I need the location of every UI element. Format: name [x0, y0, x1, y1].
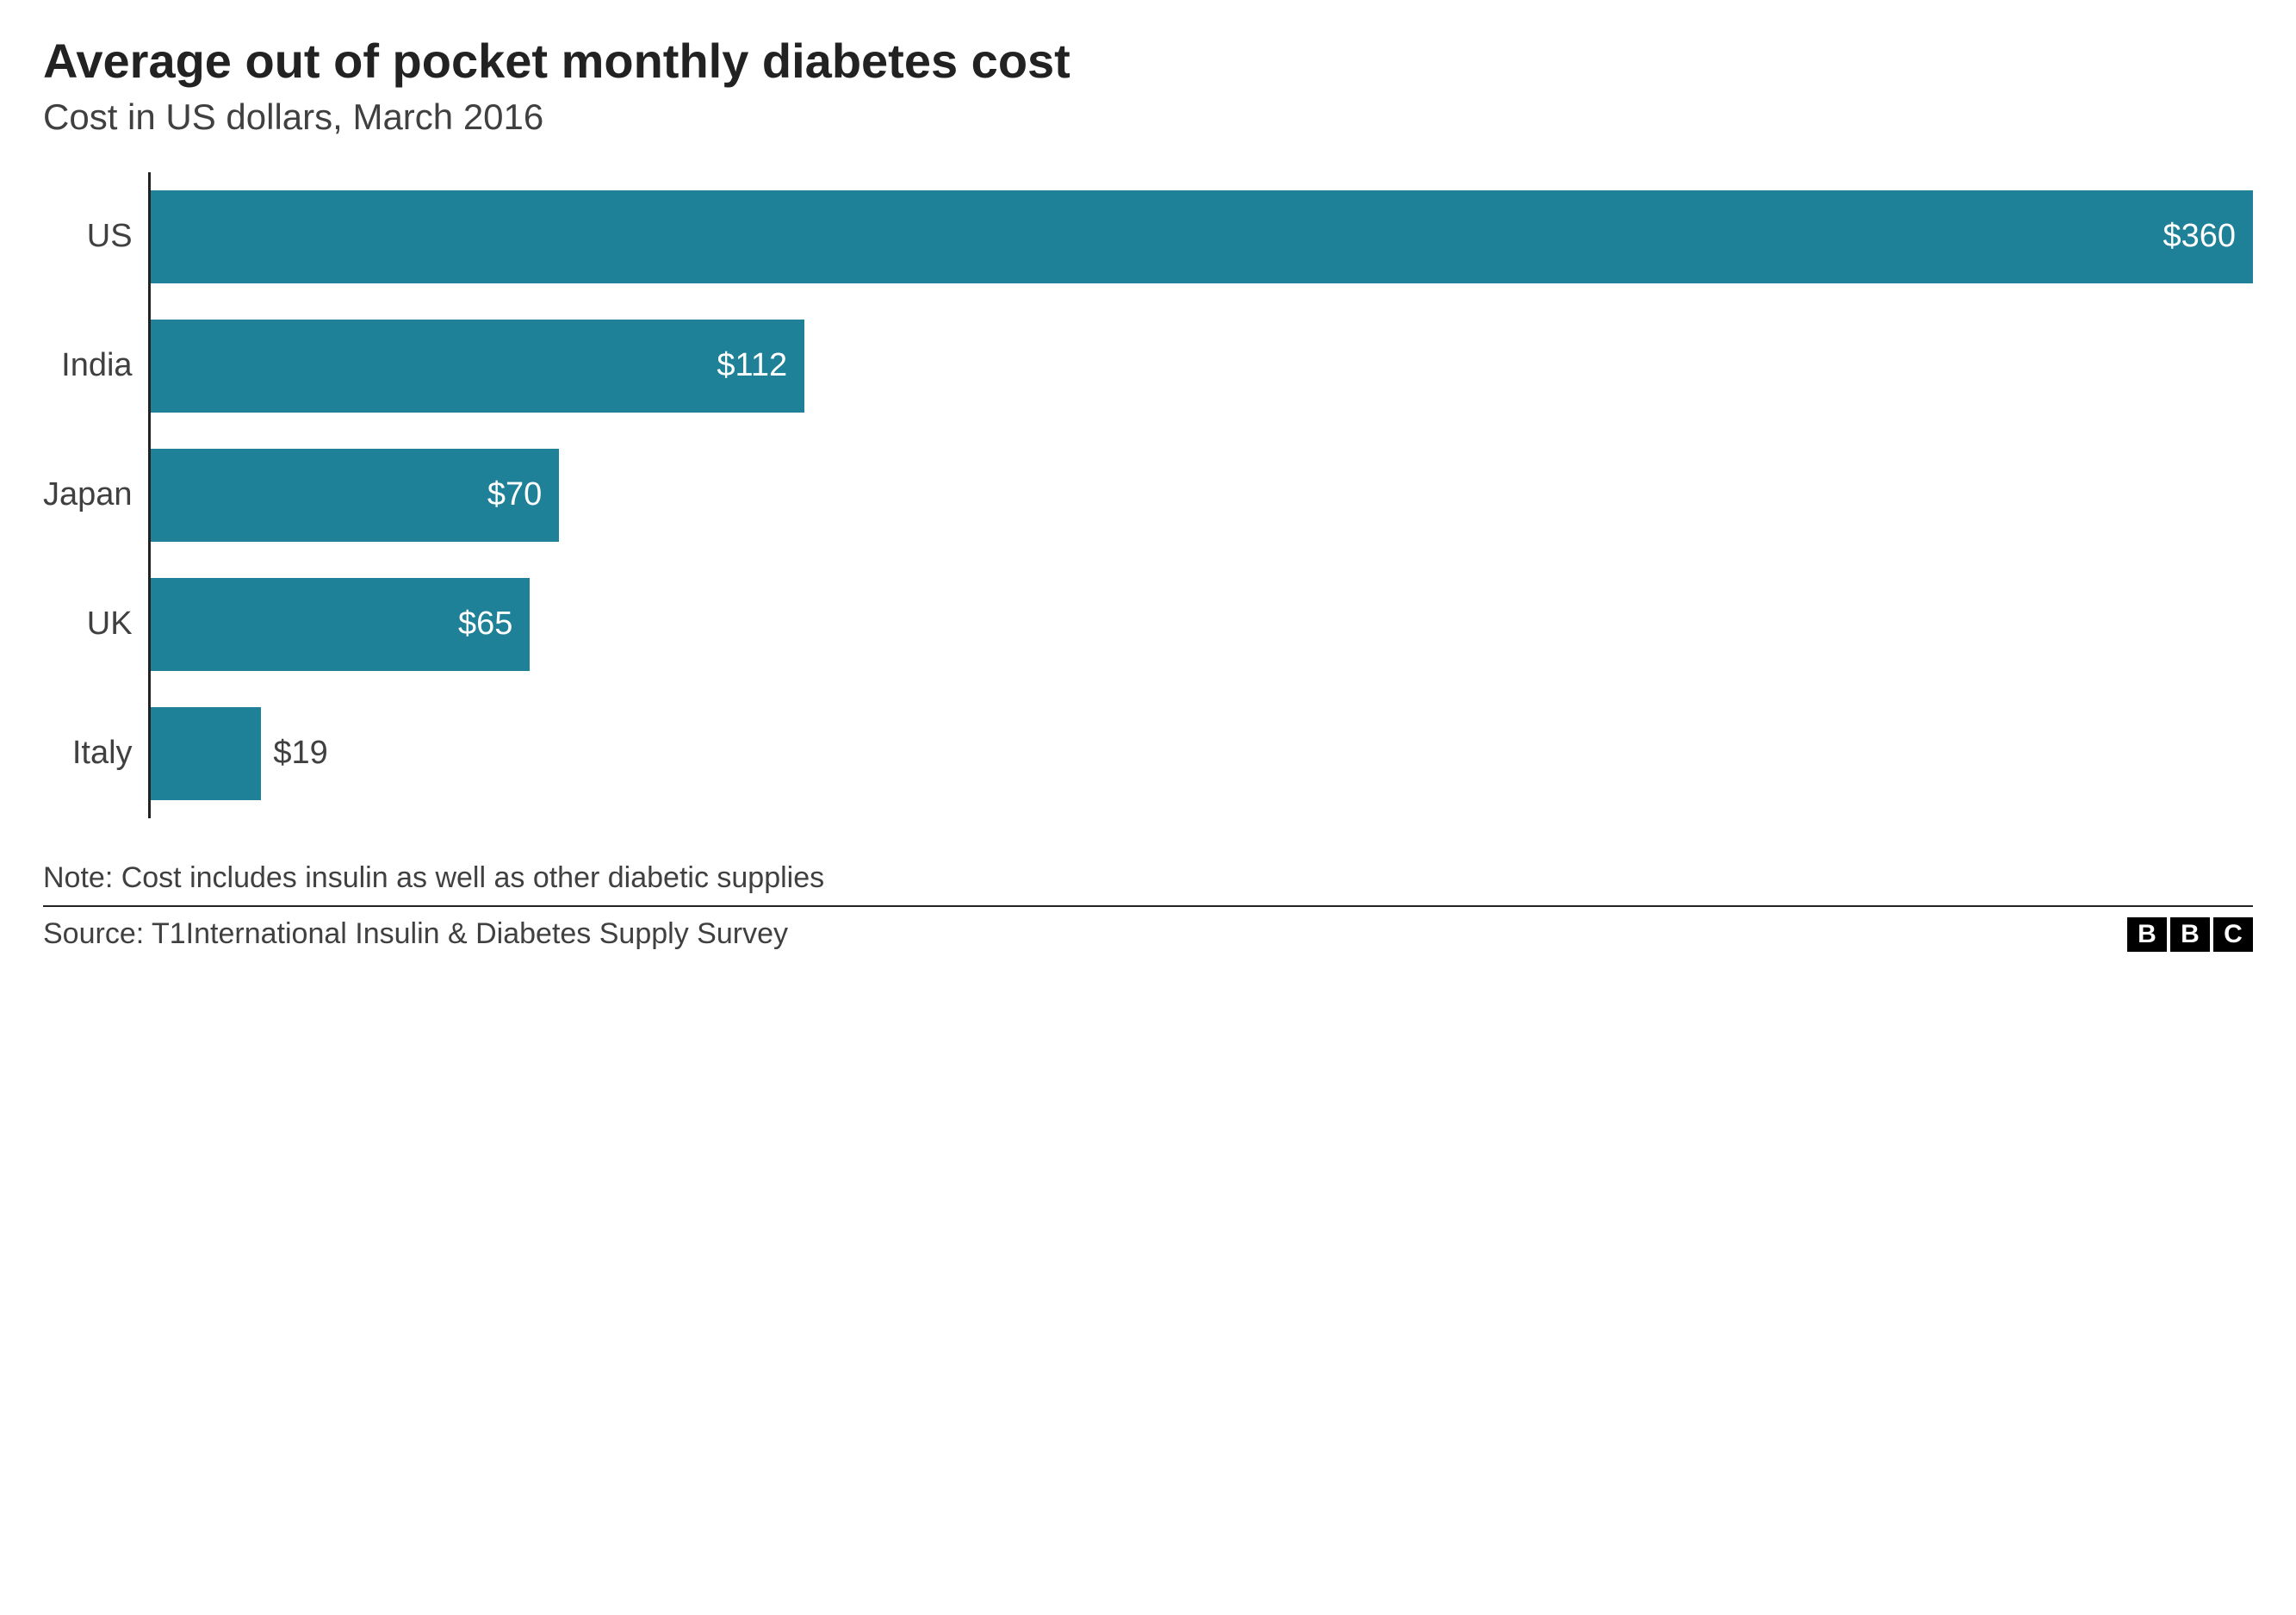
bar: $360: [151, 190, 2253, 283]
y-axis-label: India: [61, 301, 132, 431]
bbc-logo-letter: C: [2213, 917, 2253, 952]
bbc-logo-letter: B: [2127, 917, 2167, 952]
y-axis-label: UK: [87, 560, 133, 689]
bar: $112: [151, 320, 805, 413]
chart-subtitle: Cost in US dollars, March 2016: [43, 96, 2253, 138]
bar-row: $19: [151, 689, 2253, 818]
chart-container: Average out of pocket monthly diabetes c…: [0, 0, 2296, 978]
y-axis-label: US: [87, 172, 133, 301]
plot-area: USIndiaJapanUKItaly $360 $112 $70 $65 $19: [43, 172, 2253, 818]
y-axis-label: Italy: [72, 689, 133, 818]
bar: $70: [151, 449, 560, 542]
bar-value-label: $19: [273, 735, 327, 772]
chart-note: Note: Cost includes insulin as well as o…: [43, 861, 2253, 907]
bbc-logo: BBC: [2127, 917, 2253, 952]
chart-title: Average out of pocket monthly diabetes c…: [43, 34, 2253, 88]
y-axis-labels: USIndiaJapanUKItaly: [43, 172, 148, 818]
bar-value-label: $112: [717, 347, 787, 384]
footer-row: Source: T1International Insulin & Diabet…: [43, 917, 2253, 952]
bars-area: $360 $112 $70 $65 $19: [148, 172, 2253, 818]
bar: [151, 707, 262, 800]
bar-row: $65: [151, 560, 2253, 689]
bbc-logo-letter: B: [2170, 917, 2210, 952]
bar-value-label: $360: [2163, 218, 2236, 255]
chart-source: Source: T1International Insulin & Diabet…: [43, 917, 788, 951]
bar-value-label: $65: [458, 606, 512, 643]
bar-row: $360: [151, 172, 2253, 301]
bar: $65: [151, 578, 531, 671]
bar-row: $70: [151, 431, 2253, 560]
y-axis-label: Japan: [43, 431, 133, 560]
bar-value-label: $70: [487, 476, 542, 513]
bar-row: $112: [151, 301, 2253, 431]
